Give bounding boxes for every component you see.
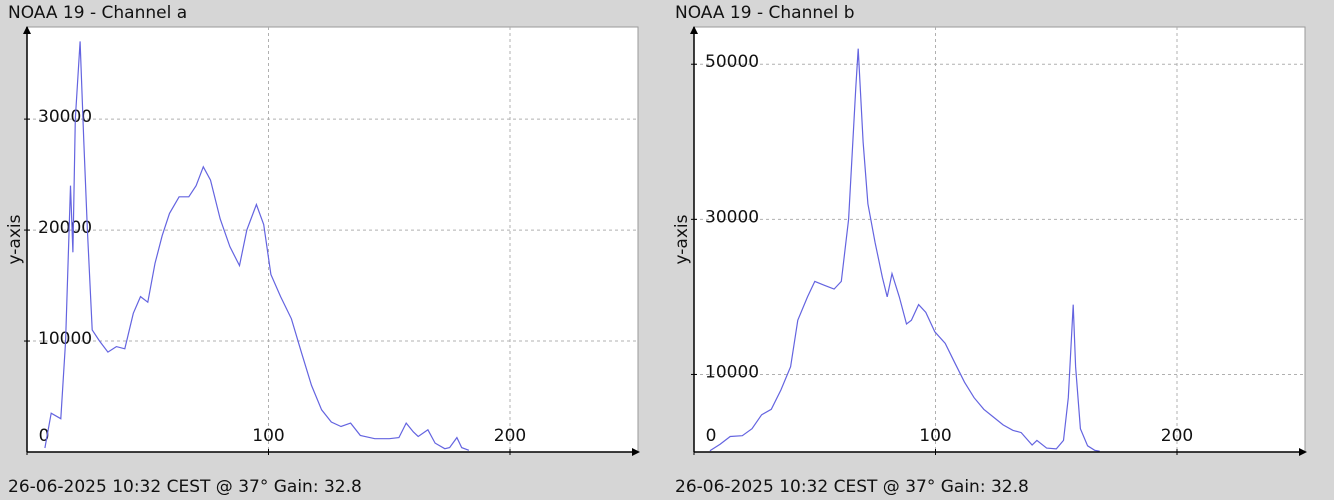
chart-title: NOAA 19 - Channel a <box>8 3 187 23</box>
plot-area <box>693 26 1306 453</box>
y-axis-label: y-axis <box>5 214 25 264</box>
x-tick-label: 200 <box>494 426 526 446</box>
axis-arrow <box>632 448 640 456</box>
y-tick-label: 10000 <box>38 329 92 349</box>
axis-arrow <box>1299 448 1307 456</box>
axis-arrow <box>23 26 31 34</box>
caption: 26-06-2025 10:32 CEST @ 37° Gain: 32.8 <box>8 477 362 497</box>
x-tick-label: 0 <box>39 426 50 446</box>
x-tick-label: 200 <box>1161 426 1193 446</box>
x-tick-label: 100 <box>919 426 951 446</box>
data-line <box>709 48 1100 452</box>
caption: 26-06-2025 10:32 CEST @ 37° Gain: 32.8 <box>675 477 1029 497</box>
plot-area <box>26 26 639 453</box>
y-tick-label: 20000 <box>38 218 92 238</box>
y-tick-label: 10000 <box>705 362 759 382</box>
x-tick-label: 100 <box>252 426 284 446</box>
y-tick-label: 30000 <box>705 207 759 227</box>
chart-title: NOAA 19 - Channel b <box>675 3 855 23</box>
y-axis-label: y-axis <box>672 214 692 264</box>
y-tick-label: 50000 <box>705 52 759 72</box>
data-line <box>44 41 470 451</box>
x-tick-label: 0 <box>706 426 717 446</box>
axis-arrow <box>690 26 698 34</box>
y-tick-label: 30000 <box>38 107 92 127</box>
